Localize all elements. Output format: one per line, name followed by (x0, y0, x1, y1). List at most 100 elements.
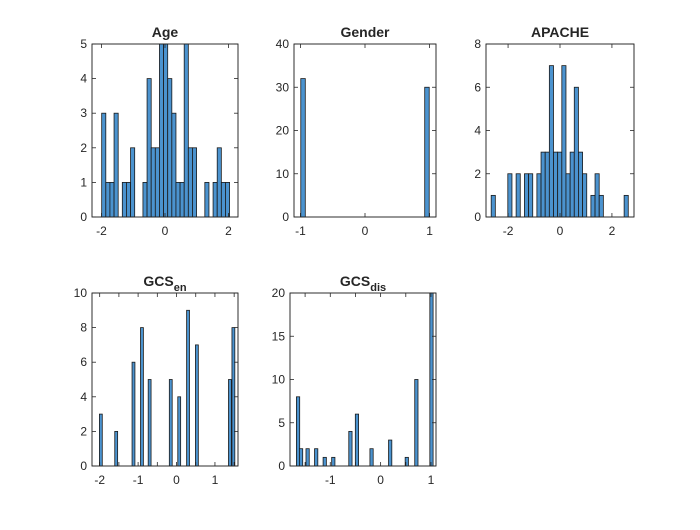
x-tick-label: 2 (225, 224, 232, 238)
y-tick-label: 5 (278, 416, 285, 430)
histogram-bar (557, 151, 563, 218)
histogram-bar (573, 86, 579, 218)
histogram-bar (179, 181, 185, 218)
histogram-bar (424, 86, 430, 218)
y-tick-label: 4 (80, 390, 87, 404)
histogram-bar (528, 173, 534, 218)
y-tick-label: 6 (474, 80, 481, 94)
axis-frame (91, 292, 239, 467)
panel-title: Gender (340, 24, 390, 40)
y-tick-label: 4 (80, 72, 87, 86)
histogram-bar (536, 173, 542, 218)
x-tick-label: -1 (295, 224, 306, 238)
histogram-bar (228, 379, 232, 467)
histogram-bar (300, 78, 306, 218)
histogram-bar (569, 151, 575, 218)
y-tick-label: 20 (272, 286, 286, 300)
histogram-bar (121, 181, 127, 218)
x-tick-label: 1 (426, 224, 433, 238)
histogram-bar (553, 151, 559, 218)
y-tick-label: 20 (276, 124, 290, 138)
histogram-bar (171, 112, 177, 218)
panel-4: 0 2 4 6 8 10 -2 -1 0 1 GCSen (74, 273, 239, 487)
histogram-bar (192, 147, 197, 218)
histogram-bar (225, 181, 230, 218)
x-tick-label: 0 (162, 224, 169, 238)
y-tick-label: 3 (80, 106, 87, 120)
histogram-bar (348, 430, 353, 467)
histogram-bar (163, 43, 169, 218)
histogram-bar (515, 173, 521, 218)
histogram-bar (126, 181, 131, 218)
histogram-bar (598, 194, 604, 218)
x-tick-label: -2 (94, 473, 105, 487)
histogram-bar (142, 181, 148, 218)
histogram-bar (331, 456, 336, 467)
plot-area (289, 292, 437, 467)
y-tick-label: 2 (80, 424, 87, 438)
histogram-bar (175, 181, 181, 218)
histogram-bar (544, 151, 550, 218)
y-tick-label: 1 (80, 175, 87, 189)
histogram-bar (186, 309, 190, 467)
histogram-bar (582, 173, 588, 218)
x-tick-label: 1 (212, 473, 219, 487)
y-tick-label: 2 (80, 141, 87, 155)
plot-area (293, 43, 437, 218)
x-tick-label: -1 (325, 473, 336, 487)
histogram-bar (147, 379, 152, 467)
x-tick-label: -2 (96, 224, 107, 238)
histogram-bar (623, 194, 629, 218)
panel-2: 0 10 20 30 40 -1 0 1 Gender (276, 24, 437, 238)
y-tick-label: 15 (272, 329, 286, 343)
histogram-bar (187, 147, 193, 218)
histogram-bar (216, 147, 222, 218)
histogram-bar (177, 396, 182, 467)
histogram-bar (101, 112, 107, 218)
histogram-bar (167, 78, 173, 218)
histogram-bar (561, 65, 567, 218)
histogram-bar (150, 147, 156, 218)
x-tick-label: 2 (609, 224, 616, 238)
y-tick-label: 8 (474, 37, 481, 51)
histogram-bar (140, 327, 144, 467)
histogram-bar (114, 430, 119, 467)
histogram-bar (540, 151, 546, 218)
histogram-bar (548, 65, 554, 218)
y-tick-label: 2 (474, 167, 481, 181)
histogram-bar (354, 413, 359, 467)
y-tick-label: 0 (278, 459, 285, 473)
histogram-bar (195, 344, 199, 467)
y-tick-label: 10 (276, 167, 290, 181)
x-tick-label: -1 (133, 473, 144, 487)
histogram-bar (109, 181, 115, 218)
histogram-bar (565, 173, 571, 218)
y-tick-label: 0 (282, 210, 289, 224)
y-tick-label: 0 (474, 210, 481, 224)
panel-title-subscript: dis (370, 282, 386, 294)
panel-title: GCSdis (340, 273, 386, 294)
y-tick-label: 5 (80, 37, 87, 51)
x-tick-label: 0 (362, 224, 369, 238)
histogram-bar (322, 456, 327, 467)
histogram-bar (220, 181, 226, 218)
histogram-bar (154, 147, 160, 218)
histogram-bar (113, 112, 119, 218)
histogram-bar (159, 43, 164, 218)
plot-area (91, 292, 239, 467)
histogram-bar (490, 194, 496, 218)
histogram-bar (130, 147, 136, 218)
histogram-bar (183, 43, 189, 218)
x-tick-label: 0 (173, 473, 180, 487)
histogram-bar (414, 379, 419, 467)
x-tick-label: 1 (428, 473, 435, 487)
histogram-bar (146, 78, 152, 218)
histogram-bar (524, 173, 529, 218)
y-tick-label: 8 (80, 321, 87, 335)
y-tick-label: 40 (276, 37, 290, 51)
panel-5: 0 5 10 15 20 -1 0 1 GCSdis (272, 273, 437, 487)
histogram-bar (131, 361, 136, 467)
histogram-bar (507, 173, 513, 218)
